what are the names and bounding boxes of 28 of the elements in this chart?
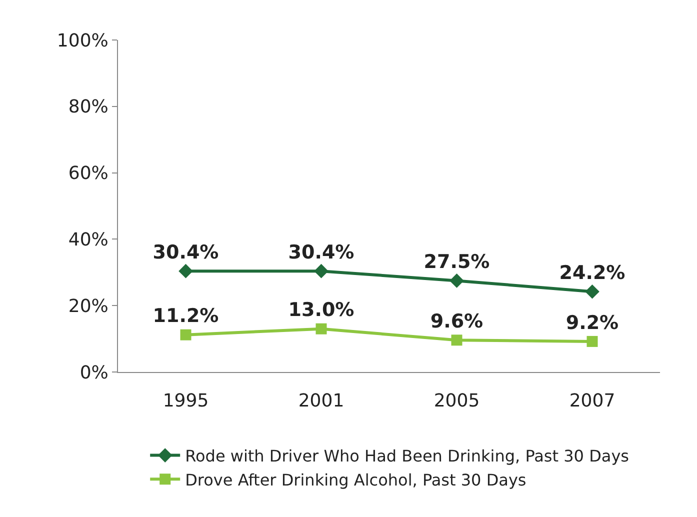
y-tick-label: 40%: [68, 230, 108, 250]
data-label: 24.2%: [559, 262, 626, 284]
point: [451, 334, 462, 346]
point: [178, 264, 193, 278]
legend-label: Drove After Drinking Alcohol, Past 30 Days: [185, 470, 526, 490]
point: [585, 284, 600, 299]
y-tick-label: 80%: [68, 96, 108, 118]
data-label: 27.5%: [424, 251, 490, 274]
x-tick-label: 1995: [162, 390, 209, 412]
y-tick-label: 20%: [68, 296, 108, 317]
data-label: 11.2%: [152, 305, 219, 328]
legend-label: Rode with Driver Who Had Been Drinking, Past 30 Days: [185, 446, 630, 466]
x-tick-label: 2001: [298, 390, 344, 412]
data-label: 30.4%: [288, 241, 354, 264]
data-label: 9.2%: [566, 312, 619, 334]
point: [180, 329, 192, 340]
point: [586, 336, 598, 347]
data-label: 13.0%: [288, 299, 354, 322]
data-label: 9.6%: [430, 310, 484, 333]
y-tick-label: 0%: [80, 362, 108, 384]
point: [450, 274, 464, 288]
data-label: 30.4%: [152, 241, 219, 264]
x-tick-label: 2007: [569, 390, 616, 412]
y-tick-label: 60%: [68, 163, 108, 184]
point: [314, 264, 328, 278]
y-tick-label: 100%: [56, 30, 108, 52]
x-tick-label: 2005: [434, 390, 480, 412]
point: [316, 323, 327, 334]
